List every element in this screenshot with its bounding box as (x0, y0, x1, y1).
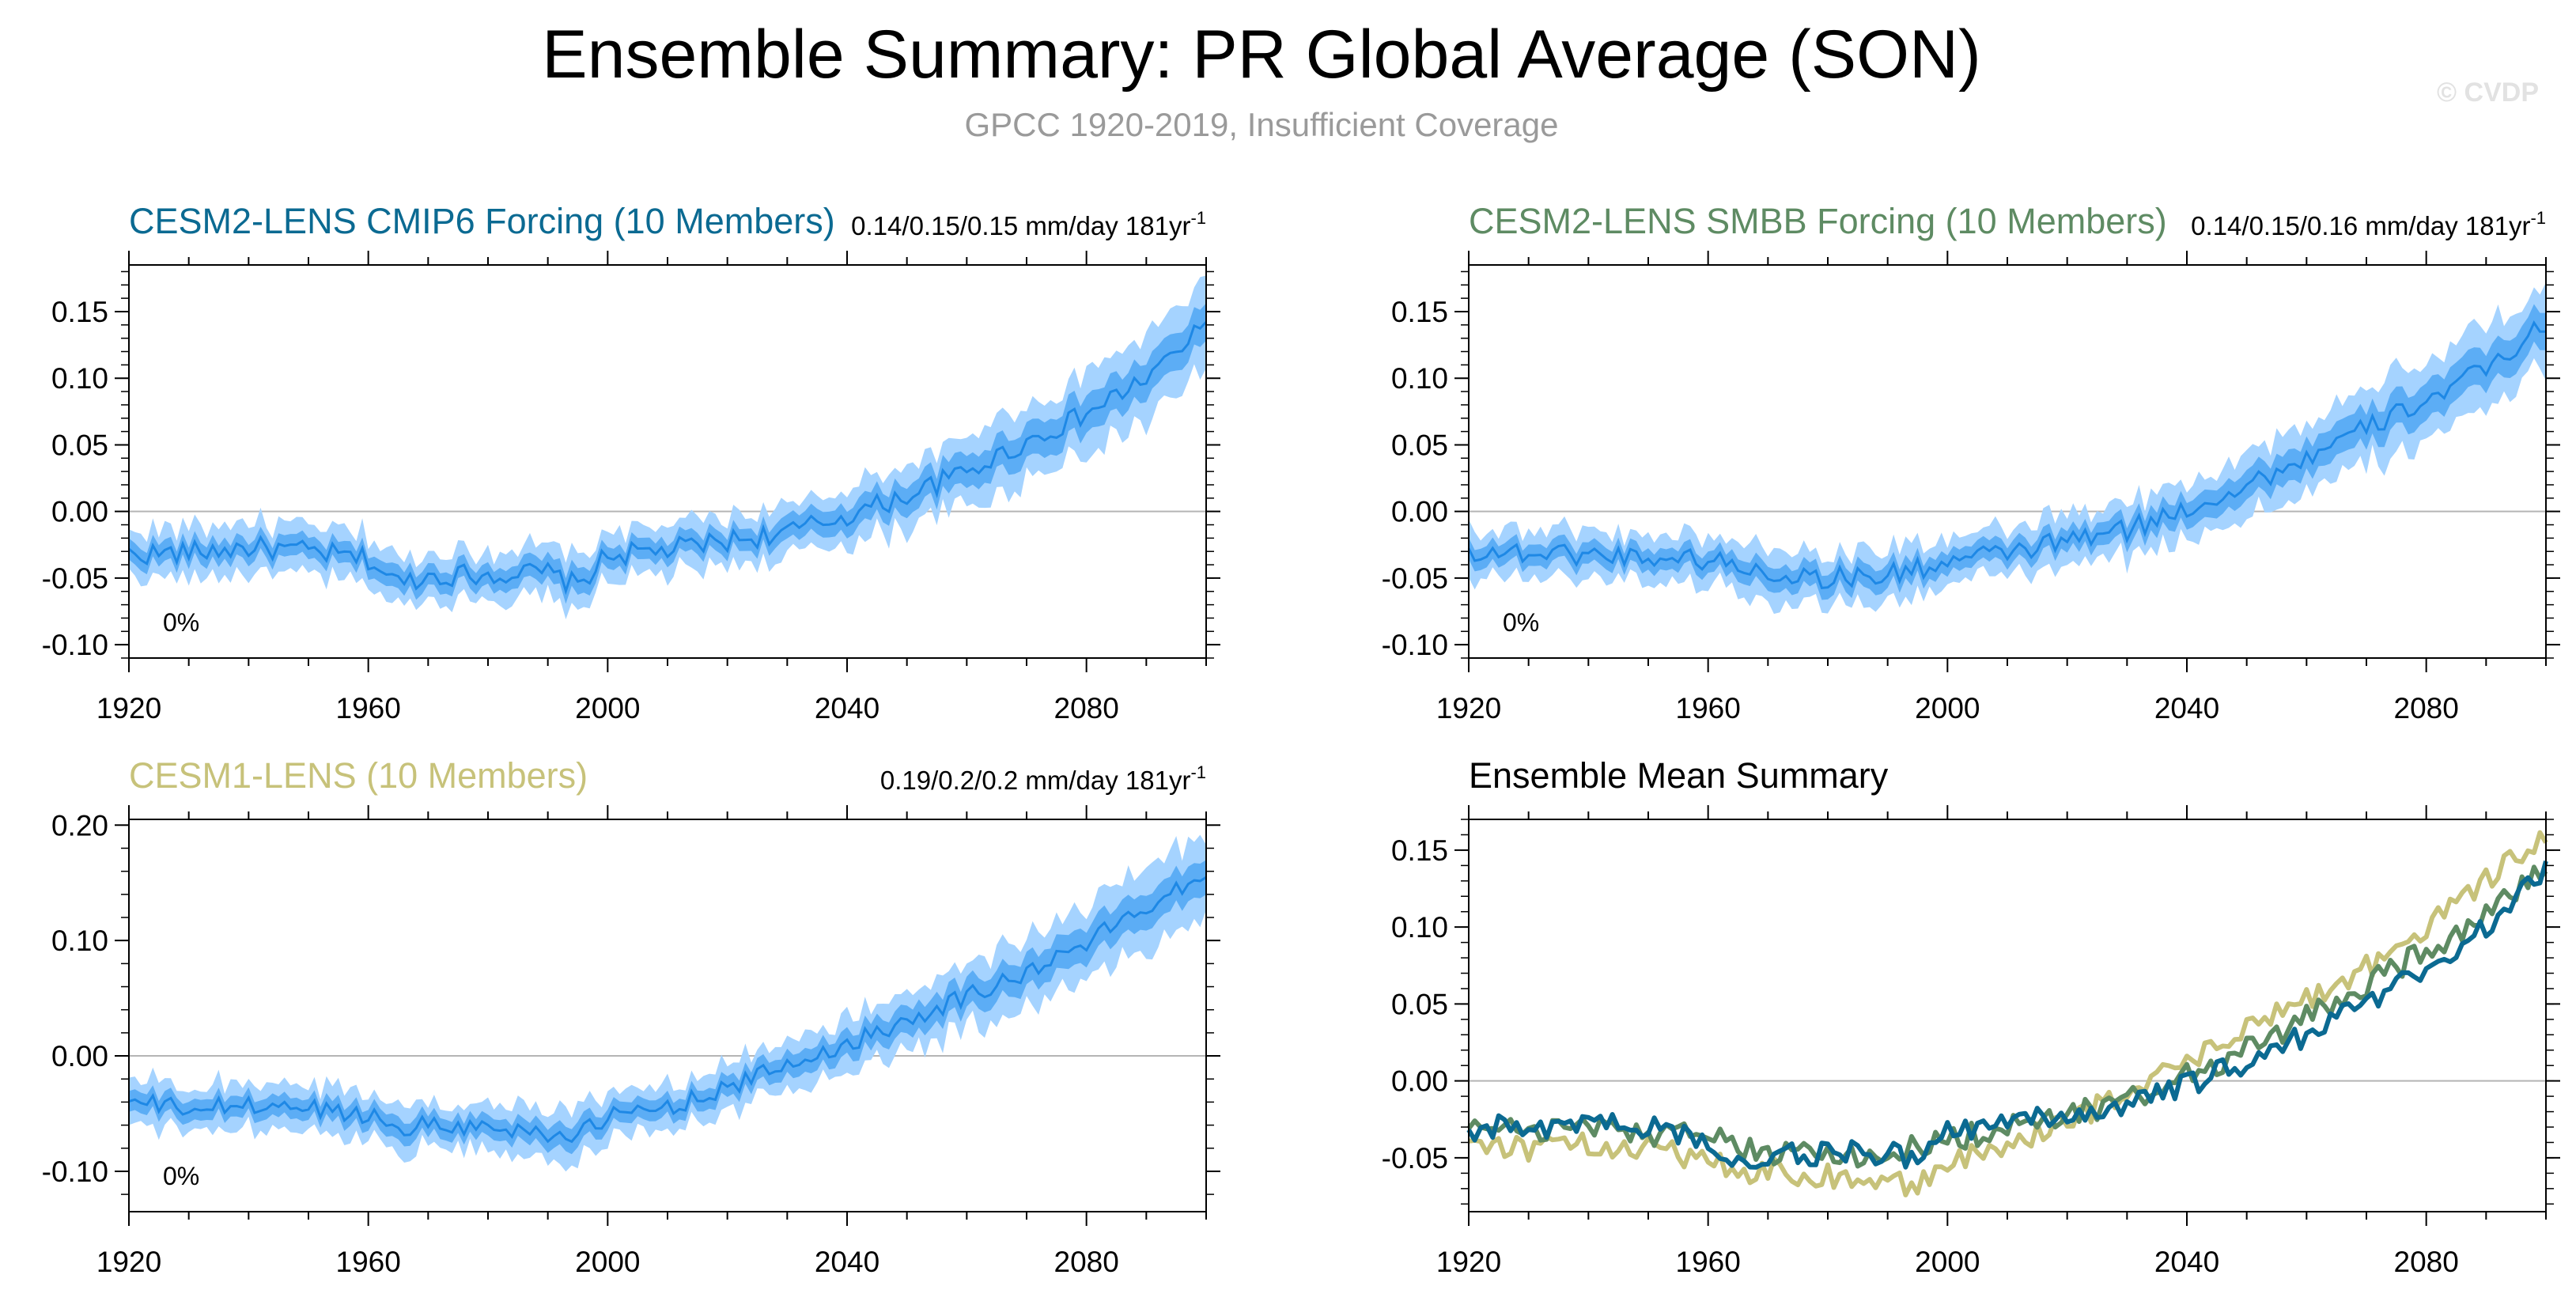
y-tick-label: 0.05 (1391, 988, 1448, 1020)
figure-subtitle: GPCC 1920-2019, Insufficient Coverage (965, 106, 1559, 143)
panel-percent-label: 0% (1503, 608, 1539, 637)
panel-cesm2-smbb: CESM2-LENS SMBB Forcing (10 Members) 0.14… (1382, 201, 2560, 724)
y-tick-label: -0.05 (42, 562, 108, 595)
figure-title: Ensemble Summary: PR Global Average (SON… (542, 17, 1980, 93)
panels: CESM2-LENS CMIP6 Forcing (10 Members) 0.1… (42, 201, 2560, 1278)
y-tick-label: 0.10 (51, 362, 108, 395)
y-tick-label: 0.10 (51, 925, 108, 957)
panel-cesm2-cmip6: CESM2-LENS CMIP6 Forcing (10 Members) 0.1… (42, 201, 1220, 724)
trend-unit-exponent: -1 (1190, 208, 1206, 228)
x-tick-label: 1920 (1436, 692, 1501, 724)
x-tick-label: 1920 (96, 1246, 161, 1278)
panel-percent-label: 0% (163, 608, 199, 637)
y-tick-label: 0.05 (1391, 429, 1448, 461)
x-tick-label: 2000 (575, 1246, 640, 1278)
spread-inner-band (1469, 304, 2546, 600)
x-tick-label: 1960 (1676, 1246, 1741, 1278)
x-tick-label: 2080 (2394, 1246, 2459, 1278)
x-tick-label: 2000 (575, 692, 640, 724)
panel-trend-stat: 0.14/0.15/0.16 mm/day 181yr-1 (2191, 208, 2546, 240)
x-tick-label: 1920 (96, 692, 161, 724)
y-tick-label: -0.10 (1382, 629, 1448, 661)
y-tick-label: 0.20 (51, 809, 108, 842)
trend-unit-exponent: -1 (2530, 208, 2546, 228)
panel-trend-stat: 0.19/0.2/0.2 mm/day 181yr-1 (880, 762, 1206, 795)
x-tick-label: 2000 (1915, 1246, 1980, 1278)
y-tick-label: 0.15 (1391, 834, 1448, 867)
y-tick-label: 0.15 (1391, 296, 1448, 328)
cvdp-watermark: © CVDP (2437, 78, 2539, 108)
plot-frame (128, 819, 1207, 1212)
trend-unit-exponent: -1 (1190, 762, 1206, 782)
panel-title: Ensemble Mean Summary (1469, 755, 1889, 796)
x-tick-label: 2000 (1915, 692, 1980, 724)
panel-title: CESM1-LENS (10 Members) (129, 755, 588, 796)
x-tick-label: 2040 (815, 692, 879, 724)
series-line-2 (1466, 861, 2548, 1170)
y-tick-label: -0.05 (1382, 562, 1448, 595)
panel-trend-stat: 0.14/0.15/0.15 mm/day 181yr-1 (851, 208, 1206, 240)
x-tick-label: 2080 (2394, 692, 2459, 724)
panel-ensemble-mean: Ensemble Mean Summary 1920 1960 2000 2040 208… (1382, 755, 2560, 1278)
panel-title: CESM2-LENS SMBB Forcing (10 Members) (1469, 201, 2167, 241)
spread-outer-band (129, 834, 1206, 1172)
x-tick-label: 1960 (336, 692, 401, 724)
y-tick-label: 0.00 (1391, 496, 1448, 528)
ensemble-mean-line (128, 876, 1207, 1144)
y-tick-label: 0.10 (1391, 362, 1448, 395)
x-tick-label: 2080 (1054, 1246, 1119, 1278)
panel-cesm1: CESM1-LENS (10 Members) 0.19/0.2/0.2 mm/d… (42, 755, 1220, 1278)
series-line-1 (1466, 864, 2548, 1169)
y-tick-label: 0.00 (1391, 1065, 1448, 1098)
x-tick-label: 2040 (815, 1246, 879, 1278)
y-tick-label: 0.10 (1391, 911, 1448, 944)
ensemble-mean-line (128, 321, 1208, 596)
x-tick-label: 1920 (1436, 1246, 1501, 1278)
x-tick-label: 2040 (2154, 1246, 2219, 1278)
series-line-0 (1468, 830, 2548, 1197)
panel-title: CESM2-LENS CMIP6 Forcing (10 Members) (129, 201, 835, 241)
x-tick-label: 2080 (1054, 692, 1119, 724)
y-tick-label: -0.10 (42, 1156, 108, 1188)
y-tick-label: 0.15 (51, 296, 108, 328)
panel-percent-label: 0% (163, 1162, 199, 1190)
x-tick-label: 1960 (336, 1246, 401, 1278)
x-tick-label: 1960 (1676, 692, 1741, 724)
y-tick-label: 0.00 (51, 496, 108, 528)
y-tick-label: 0.05 (51, 429, 108, 461)
y-tick-label: 0.00 (51, 1040, 108, 1072)
spread-inner-band (129, 860, 1206, 1155)
ensemble-mean-line (1467, 320, 2546, 590)
y-tick-label: -0.05 (1382, 1142, 1448, 1174)
y-tick-label: -0.10 (42, 629, 108, 661)
x-tick-label: 2040 (2154, 692, 2219, 724)
spread-inner-band (129, 303, 1206, 604)
